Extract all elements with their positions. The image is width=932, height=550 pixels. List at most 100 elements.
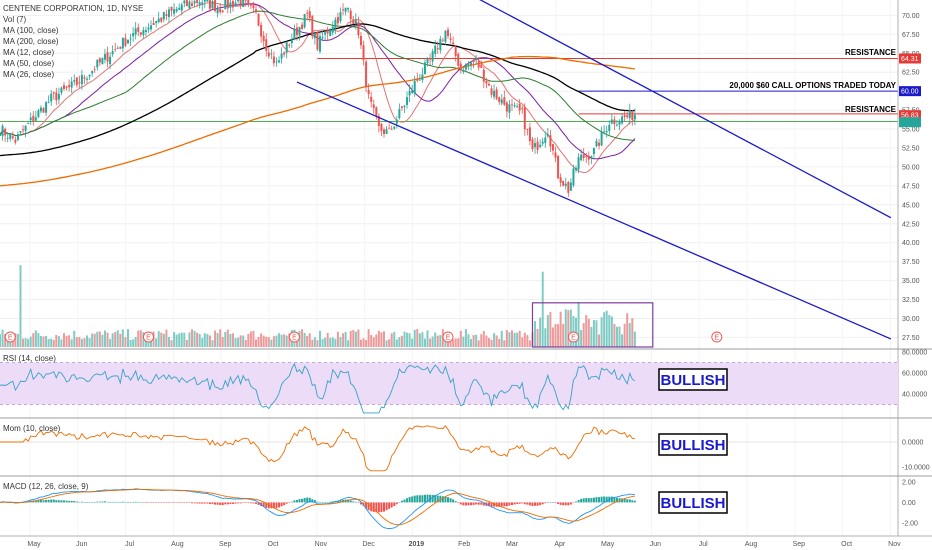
- candle-body: [370, 96, 373, 102]
- macd-badge-text: BULLISH: [661, 495, 726, 512]
- candle: [336, 12, 339, 29]
- time-tick-label: Sep: [219, 541, 232, 548]
- macd-histogram-bar: [393, 502, 396, 506]
- macd-histogram-bar: [129, 502, 132, 503]
- legend-vol: Vol (7): [3, 15, 26, 24]
- volume-bar: [78, 336, 81, 347]
- candle: [470, 61, 473, 71]
- volume-bar: [595, 320, 598, 347]
- volume-bar: [86, 335, 89, 347]
- candle-body: [526, 129, 529, 130]
- macd-histogram-bar: [208, 502, 211, 505]
- candle: [188, 0, 191, 10]
- candle-body: [329, 30, 332, 37]
- macd-histogram-bar: [388, 502, 391, 509]
- macd-histogram-bar: [528, 502, 531, 506]
- candle-body: [178, 7, 181, 10]
- volume-bar: [313, 337, 316, 347]
- volume-bar: [91, 333, 94, 347]
- volume-bar: [70, 339, 73, 347]
- candle-body: [285, 42, 288, 53]
- candle-body: [139, 32, 142, 35]
- volume-bar: [513, 332, 516, 347]
- candle: [198, 0, 201, 9]
- volume-bar: [600, 317, 603, 347]
- macd-histogram-bar: [9, 502, 12, 503]
- earnings-marker-label: E: [292, 335, 297, 342]
- volume-bar: [431, 336, 434, 347]
- candle-body: [50, 93, 53, 102]
- price-tick-label: 35.00: [902, 278, 920, 285]
- macd-histogram-bar: [88, 502, 91, 503]
- volume-bar: [226, 329, 229, 347]
- volume-bar: [347, 340, 350, 347]
- earnings-marker-label: E: [714, 335, 719, 342]
- candle-body: [344, 7, 347, 12]
- price-tick-label: 62.50: [902, 70, 920, 77]
- annotation-resistance-upper: RESISTANCE: [845, 48, 897, 57]
- volume-bar: [377, 330, 380, 347]
- macd-histogram-bar: [234, 502, 237, 504]
- rsi-tick-label: 80.0000: [902, 350, 927, 357]
- candle-body: [303, 14, 306, 28]
- volume-bar: [621, 334, 624, 347]
- macd-histogram-bar: [572, 502, 575, 503]
- candle-body: [587, 155, 590, 160]
- candle: [347, 7, 350, 13]
- earnings-marker-label: E: [8, 335, 13, 342]
- ma-200-line: [0, 55, 635, 187]
- candle: [598, 138, 601, 150]
- candle-body: [221, 10, 224, 12]
- volume-bar: [22, 338, 25, 347]
- volume-bar: [411, 338, 414, 347]
- candle-body: [191, 3, 193, 7]
- macd-histogram-bar: [357, 502, 360, 504]
- candle: [541, 137, 544, 147]
- candle-body: [564, 183, 567, 186]
- volume-highlight-box: [531, 302, 654, 348]
- candle-body: [511, 104, 513, 106]
- candle-body: [400, 106, 403, 109]
- volume-bar: [178, 333, 181, 347]
- candle: [196, 0, 199, 8]
- volume-bar: [260, 333, 263, 347]
- candle: [114, 43, 117, 52]
- macd-histogram-bar: [255, 502, 257, 504]
- macd-histogram-bar: [96, 501, 99, 503]
- candle-body: [83, 77, 86, 79]
- candle: [528, 122, 531, 146]
- candle-body: [475, 57, 478, 61]
- macd-histogram-bar: [242, 502, 245, 503]
- macd-histogram-bar: [431, 494, 434, 503]
- candle: [375, 106, 378, 120]
- volume-bar: [334, 338, 337, 347]
- candle: [393, 126, 396, 130]
- candle: [14, 136, 17, 145]
- macd-histogram-bar: [459, 502, 462, 505]
- volume-bar: [413, 329, 416, 347]
- volume-bar: [278, 333, 281, 347]
- volume-bar: [116, 330, 119, 347]
- price-axis[interactable]: 70.0067.5065.0062.5060.0057.5055.0052.50…: [897, 0, 921, 536]
- candle: [308, 7, 311, 23]
- candle: [157, 11, 160, 24]
- macd-histogram-bar: [534, 502, 537, 506]
- candle: [539, 139, 542, 149]
- volume-bar: [383, 331, 385, 347]
- candle-body: [275, 61, 278, 63]
- candle-body: [585, 156, 588, 157]
- price-tag-box: [899, 86, 921, 97]
- candle: [45, 101, 48, 117]
- candle: [75, 77, 78, 88]
- time-axis[interactable]: May Jun Jul Aug Sep Oct Nov Dec 2019 Feb Mar Apr May…: [0, 535, 932, 548]
- volume-bar: [372, 337, 375, 347]
- volume-bar: [175, 334, 178, 347]
- volume-bar: [559, 311, 562, 347]
- candle-body: [39, 107, 42, 112]
- volume-bar: [244, 339, 247, 347]
- macd-pane: MACD (12, 26, close, 9) 2.00 0.00 -2.00 BU…: [0, 475, 932, 529]
- macd-tick-label: 2.00: [902, 480, 916, 487]
- macd-histogram-bar: [55, 500, 58, 503]
- candle-body: [0, 135, 1, 136]
- volume-bar: [551, 327, 554, 347]
